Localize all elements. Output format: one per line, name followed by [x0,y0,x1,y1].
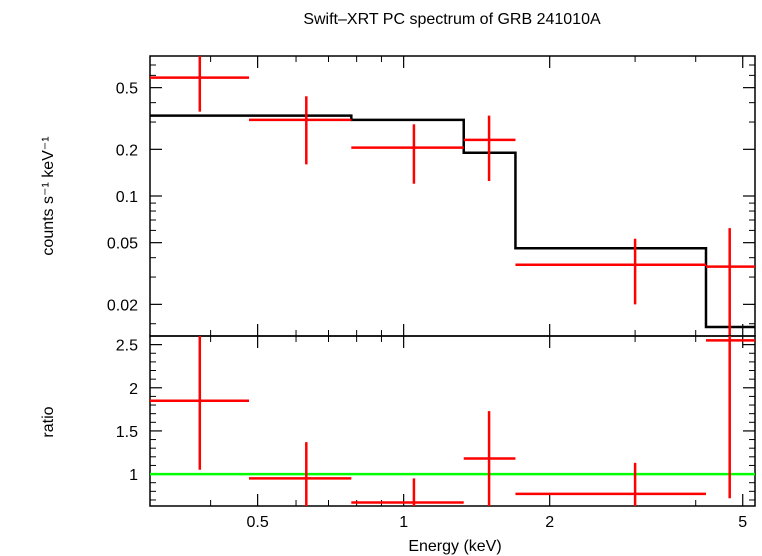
spectrum-panel: 0.5 0.2 0.1 0.05 0.02 [107,55,756,337]
y-axis-label-spectrum: counts s⁻¹ keV⁻¹ [40,136,57,255]
chart-title: Swift–XRT PC spectrum of GRB 241010A [303,11,601,28]
y-tick-label: 1 [129,467,138,484]
y-axis-label-ratio: ratio [40,406,57,437]
x-tick-label: 1 [399,514,408,531]
x-tick-label: 2 [545,514,554,531]
ratio-frame [149,335,756,507]
spectrum-frame [149,55,756,337]
y-tick-label: 0.02 [107,297,138,314]
x-tick-label: 0.5 [246,514,268,531]
y-tick-label: 1.5 [116,424,138,441]
y-tick-label: 2 [129,381,138,398]
ratio-panel: 0.5 1 2 5 2.5 2 1.5 1 [116,335,756,531]
x-axis-label: Energy (keV) [408,538,501,555]
y-tick-label: 2.5 [116,338,138,355]
y-tick-label: 0.1 [116,189,138,206]
y-tick-label: 0.05 [107,236,138,253]
y-tick-label: 0.2 [116,142,138,159]
x-tick-label: 5 [738,514,747,531]
y-tick-label: 0.5 [116,81,138,98]
